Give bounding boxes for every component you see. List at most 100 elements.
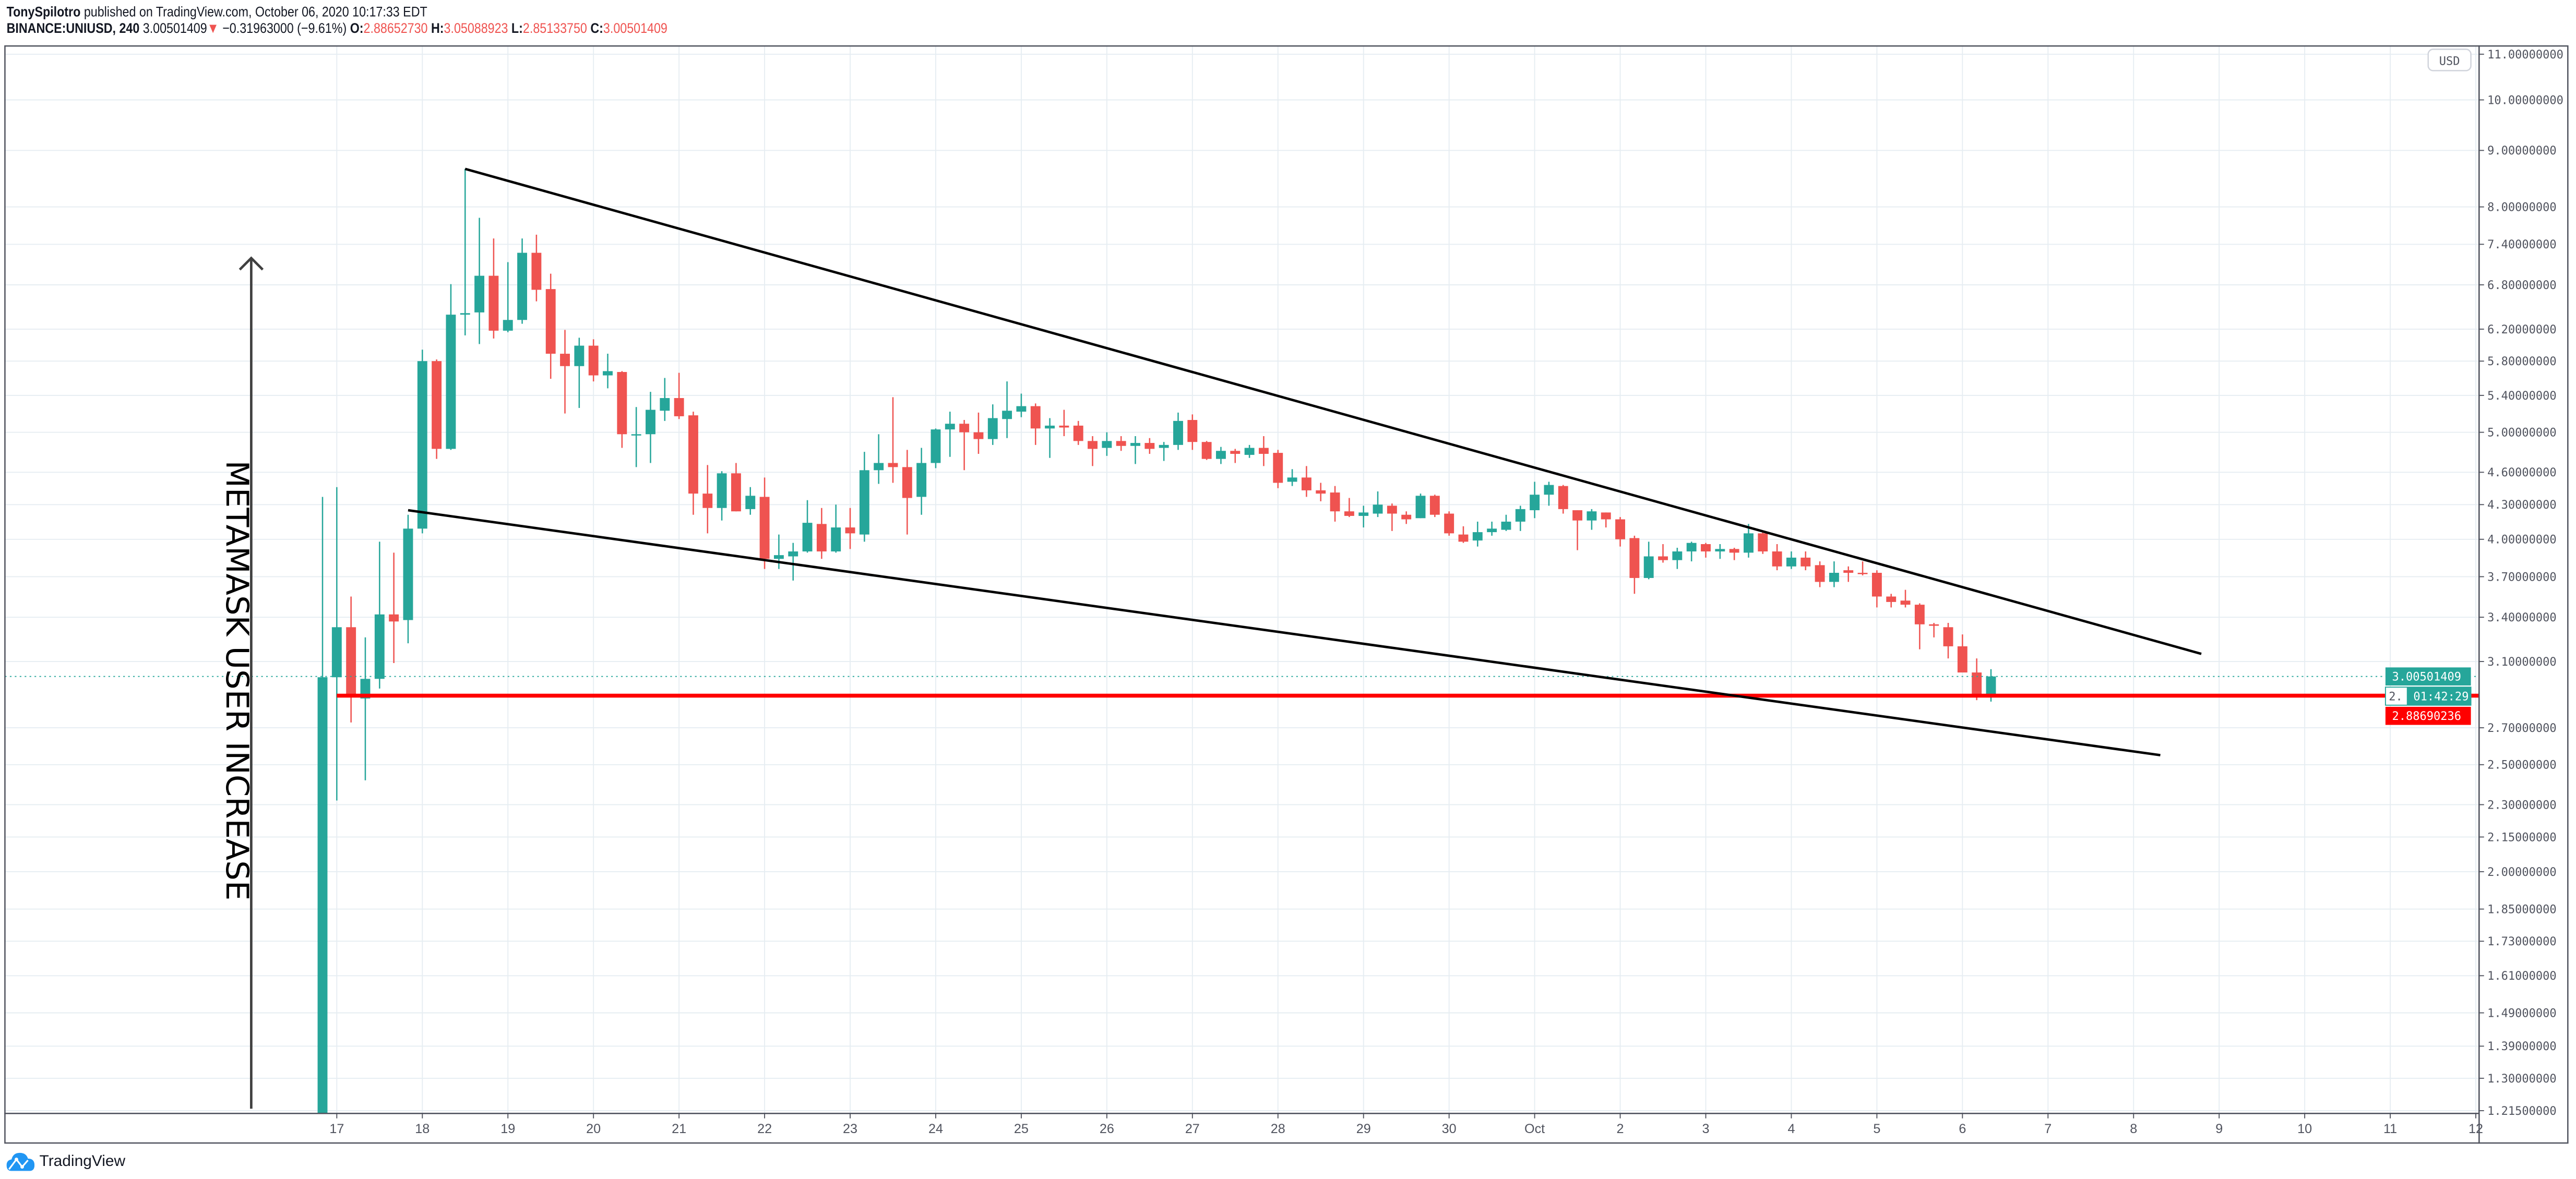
last-price-tag [2385,667,2471,685]
candle-body [1929,624,1939,626]
time-tick-label: 18 [415,1122,430,1136]
symbol-legend: BINANCE:UNIUSD, 240 3.00501409▼ −0.31963… [7,20,667,36]
candle-body [417,361,427,529]
candle-up [317,497,328,1114]
candle-body [1387,506,1397,514]
price-tick-label: 5.00000000 [2487,427,2557,440]
candle-down [1701,543,1711,558]
candle-body [1900,600,1911,605]
time-tick-label: 26 [1100,1122,1114,1136]
candle-body [1358,512,1369,516]
time-tick-label: 23 [843,1122,857,1136]
candle-body [1344,511,1354,516]
candle-up [874,434,884,484]
candle-body [702,494,713,508]
candle-down [973,412,984,454]
candle-down [1615,517,1626,547]
candle-up [1672,547,1683,569]
open-label: O: [350,19,364,37]
price-tick-label: 4.60000000 [2487,466,2557,479]
usd-badge[interactable]: USD [2427,49,2472,71]
candle-body [1088,441,1098,449]
candle-down [531,234,542,302]
candle-body [1558,486,1568,509]
candle-down [959,420,970,471]
candle-body [1515,509,1525,522]
high-value: 3.05088923 [444,19,508,37]
candle-up [646,392,655,463]
publish-info: TonySpilotro published on TradingView.co… [7,3,427,19]
annotation-text[interactable]: METAMASK USER INCREASE [219,461,255,901]
candle-body [1444,513,1454,534]
time-tick-label: 12 [2468,1122,2483,1136]
candle-body [1972,672,1982,695]
candle-up [788,543,798,581]
price-tick-label: 5.40000000 [2487,390,2557,403]
drawings[interactable]: METAMASK USER INCREASE [5,167,2479,1109]
price-change: −0.31963000 (−9.61%) [222,19,347,37]
usd-badge-label: USD [2439,55,2460,68]
price-tick-label: 8.00000000 [2487,201,2557,214]
candle-down [1815,561,1825,587]
candle-body [1786,557,1796,567]
time-axis[interactable] [4,1113,2480,1144]
candle-body [389,614,399,622]
candle-up [403,514,413,644]
candle-body [1686,543,1697,552]
candle-body [403,528,413,620]
candle-body [346,627,356,697]
candle-up [503,262,513,332]
candle-body [845,527,855,534]
candle-body [1016,406,1027,412]
trendline-upper[interactable] [464,167,2202,655]
candle-body [1629,538,1640,578]
price-axis-labels: 11.00000000 10.00000000 9.00000000 8.000000… [2479,49,2563,1118]
candle-body [1829,573,1839,582]
candle-body [1530,495,1540,511]
candle-up [1686,542,1697,562]
candle-up [831,504,841,553]
price-tick-label: 1.21500000 [2487,1105,2557,1118]
price-tick-label: 1.30000000 [2487,1073,2557,1086]
candle-body [859,470,869,535]
published-text: published on TradingView.com, October 06… [84,3,427,20]
candle-body [1159,444,1169,448]
candle-body [745,496,756,509]
price-tick-label: 4.30000000 [2487,499,2557,512]
candle-down [1957,634,1967,673]
price-tick-label: 3.70000000 [2487,571,2557,584]
author-name[interactable]: TonySpilotro [6,3,81,20]
price-tick-label: 1.85000000 [2487,903,2557,916]
candle-up [460,169,470,335]
candle-down [1073,420,1083,445]
candle-body [1415,496,1426,519]
candle-up [945,412,955,457]
candle-body [1258,448,1269,454]
price-tick-label: 9.00000000 [2487,145,2557,158]
trendline-lower[interactable] [408,509,2161,756]
candle-body [788,551,798,557]
candle-up [1358,506,1369,528]
arrow-up-icon[interactable] [238,256,264,271]
candle-up [1173,412,1183,450]
candle-body [1658,556,1668,560]
candle-body [931,429,941,463]
candle-body [959,424,970,432]
candle-body [1002,411,1012,419]
candle-up [1544,482,1554,506]
candle-body [816,524,827,552]
time-tick-label: 2 [1617,1122,1624,1136]
price-axis[interactable] [2478,45,2569,1144]
candle-body [1059,425,1069,428]
candle-down [1758,532,1768,554]
candle-body [517,252,528,320]
candle-down [1273,450,1283,488]
candle-down [617,371,627,448]
tradingview-logo[interactable]: TradingView [6,1151,126,1171]
time-tick-label: 21 [672,1122,686,1136]
candle-body [1843,570,1854,573]
candle-body [674,398,684,416]
candle-body [1601,512,1611,520]
candle-body [1330,492,1340,512]
